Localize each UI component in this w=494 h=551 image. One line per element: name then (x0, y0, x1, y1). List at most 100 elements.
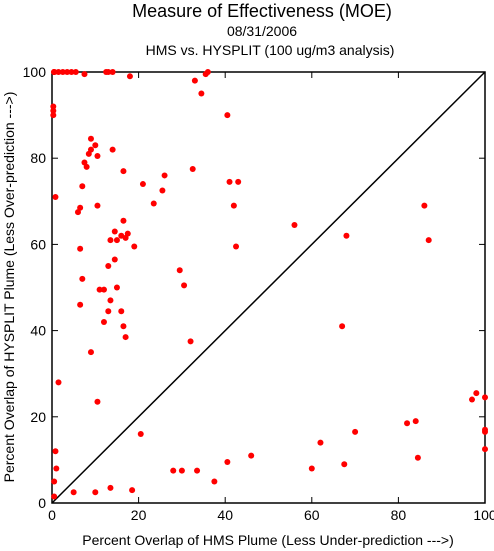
x-axis-label: Percent Overlap of HMS Plume (Less Under… (82, 532, 454, 548)
data-point (79, 183, 86, 190)
y-axis-label: Percent Overlap of HYSPLIT Plume (Less O… (1, 92, 17, 483)
data-point (226, 178, 233, 185)
data-point (204, 69, 211, 75)
data-point (473, 390, 480, 397)
x-tick-label: 40 (217, 507, 233, 523)
data-point (96, 286, 103, 293)
data-point (469, 396, 476, 403)
data-point (341, 461, 348, 468)
data-point (181, 282, 188, 289)
data-point (118, 308, 125, 315)
data-point (111, 228, 118, 235)
data-point (52, 193, 59, 200)
data-point (317, 439, 324, 446)
data-point (129, 487, 136, 494)
axis-ticks: 0 20 40 60 80 100 0 20 40 60 80 100 (23, 64, 494, 523)
data-point (92, 142, 99, 149)
data-point (94, 202, 101, 209)
x-tick-label: 100 (473, 507, 494, 523)
y-tick-label: 60 (30, 236, 46, 252)
data-point (105, 262, 112, 269)
data-point (77, 245, 84, 252)
data-point (68, 69, 75, 75)
data-point (482, 428, 488, 435)
data-point (120, 168, 127, 175)
data-point (113, 237, 120, 244)
data-point (159, 187, 166, 194)
data-point (79, 275, 86, 282)
data-point (107, 484, 114, 491)
data-point (414, 454, 421, 461)
data-point (235, 178, 242, 185)
data-point (87, 349, 94, 356)
data-point (94, 153, 101, 160)
data-points (50, 69, 488, 500)
data-point (224, 112, 231, 119)
data-point (107, 297, 114, 304)
data-point (211, 478, 218, 485)
data-point (111, 256, 118, 263)
data-point (64, 69, 71, 75)
data-point (105, 308, 112, 315)
data-point (248, 452, 255, 459)
y-tick-label: 80 (30, 150, 46, 166)
data-point (77, 301, 84, 308)
data-point (194, 467, 201, 474)
data-point (120, 323, 127, 330)
data-point (482, 394, 488, 401)
data-point (198, 90, 205, 97)
data-point (107, 237, 114, 244)
y-tick-label: 20 (30, 409, 46, 425)
data-point (224, 459, 231, 466)
data-point (139, 181, 146, 188)
data-point (100, 286, 107, 293)
data-point (176, 267, 183, 274)
data-point (161, 172, 168, 179)
data-point (404, 420, 411, 427)
y-tick-label: 40 (30, 323, 46, 339)
data-point (50, 107, 57, 114)
data-point (51, 478, 58, 485)
y-tick-label: 0 (38, 495, 46, 511)
data-point (126, 73, 133, 80)
data-point (124, 230, 131, 237)
x-tick-label: 80 (391, 507, 407, 523)
chart-subtitle: HMS vs. HYSPLIT (100 ug/m3 analysis) (146, 42, 395, 58)
chart-date: 08/31/2006 (227, 23, 297, 39)
data-point (94, 398, 101, 405)
data-point (109, 146, 116, 153)
y-tick-label: 100 (23, 64, 47, 80)
data-point (87, 135, 94, 142)
data-point (170, 467, 177, 474)
data-point (421, 202, 428, 209)
data-point (412, 418, 419, 425)
data-point (53, 465, 60, 472)
data-point (120, 217, 127, 224)
data-point (118, 232, 125, 239)
data-point (352, 428, 359, 435)
data-point (131, 243, 138, 250)
data-point (70, 489, 77, 496)
data-point (81, 71, 88, 78)
data-point (72, 69, 79, 75)
data-point (50, 112, 57, 119)
data-point (83, 163, 90, 170)
chart-title: Measure of Effectiveness (MOE) (132, 1, 392, 21)
data-point (230, 202, 237, 209)
data-point (55, 69, 62, 75)
data-point (105, 69, 112, 75)
data-point (55, 379, 62, 386)
plot-area-frame (51, 71, 486, 504)
data-point (339, 323, 346, 330)
x-tick-label: 60 (304, 507, 320, 523)
data-point (51, 69, 58, 75)
data-point (189, 165, 196, 172)
data-point (343, 232, 350, 239)
data-point (150, 200, 157, 207)
x-tick-label: 0 (48, 507, 56, 523)
data-point (51, 493, 58, 500)
data-point (178, 467, 185, 474)
data-point (85, 150, 92, 157)
diagonal-line (51, 71, 486, 504)
